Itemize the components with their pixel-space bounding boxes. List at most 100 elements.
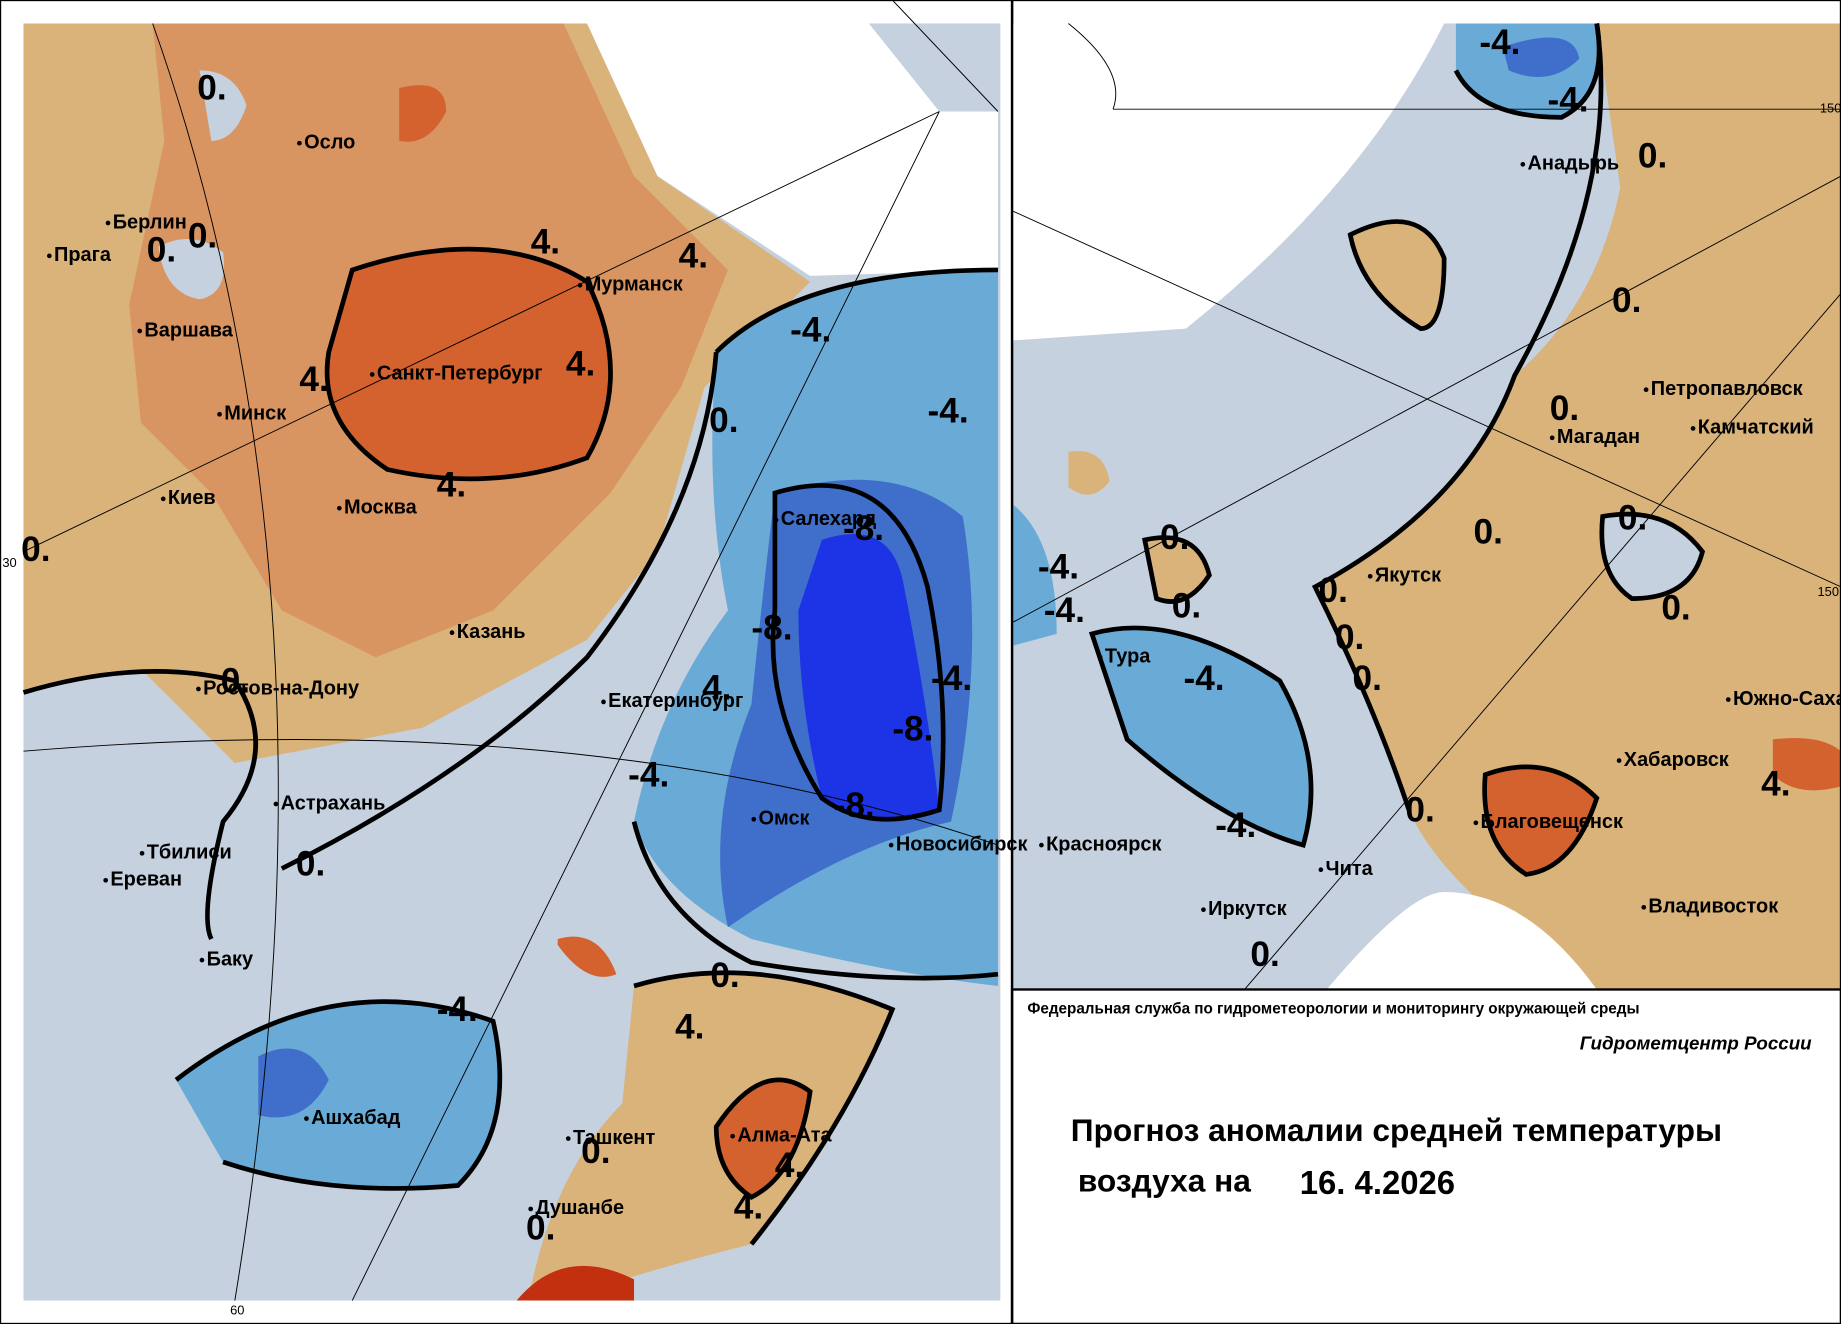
- city-dot: [297, 140, 302, 146]
- city-dot: [46, 253, 52, 259]
- grid-label: 150: [1818, 584, 1840, 599]
- city-dot: [336, 505, 342, 511]
- city-label: Екатеринбург: [608, 690, 743, 712]
- contour-label: 0.: [221, 661, 250, 700]
- city-dot: [1690, 426, 1696, 431]
- city-label: Киев: [168, 487, 216, 509]
- contour-label: -8.: [751, 609, 792, 648]
- city-label: Новосибирск: [896, 833, 1028, 855]
- contour-label: -4.: [931, 659, 972, 698]
- city-label: Магадан: [1557, 426, 1640, 448]
- agency: Федеральная служба по гидрометеорологии …: [1027, 1000, 1639, 1017]
- contour-label: 0.: [526, 1208, 555, 1247]
- city-dot: [1643, 387, 1649, 393]
- date: 16. 4.2026: [1300, 1164, 1455, 1201]
- contour-label: 0.: [1550, 389, 1579, 428]
- contour-label: 0.: [581, 1132, 610, 1171]
- city-dot: [139, 850, 145, 856]
- city-label: Душанбе: [535, 1197, 624, 1219]
- city-dot: [528, 1206, 534, 1212]
- city-dot: [160, 496, 166, 502]
- title-line-1: Прогноз аномалии средней температуры: [1071, 1112, 1722, 1148]
- city-dot: [369, 372, 375, 377]
- city-label: Санкт-Петербург: [377, 363, 543, 385]
- contour-label: 0.: [1335, 618, 1364, 657]
- city-dot: [1549, 435, 1555, 441]
- contour-label: 0.: [1160, 518, 1189, 557]
- city-label: Петропавловск: [1651, 378, 1803, 400]
- city-dot: [304, 1116, 309, 1121]
- center: Гидрометцентр России: [1580, 1033, 1812, 1054]
- city-label: Тура: [1105, 646, 1151, 668]
- contour-label: -8.: [834, 786, 875, 825]
- city-label: Осло: [304, 131, 355, 153]
- contour-label: 0.: [1661, 589, 1690, 628]
- right-panel: [1010, 0, 1841, 1324]
- city-dot: [199, 957, 205, 963]
- city-dot: [196, 686, 201, 692]
- city-dot: [273, 801, 279, 807]
- contour-label: 4.: [775, 1146, 804, 1185]
- contour-label: 0.: [1353, 659, 1382, 698]
- city-dot: [1520, 161, 1526, 167]
- contour-label: 4.: [734, 1187, 763, 1226]
- footer-box: [1010, 988, 1841, 1324]
- left-panel: [0, 0, 1014, 1324]
- contour-label: 4.: [702, 668, 731, 707]
- contour-label: 0.: [1612, 281, 1641, 320]
- city-label: Москва: [344, 497, 418, 519]
- contour-label: 4.: [1761, 765, 1790, 804]
- title-line-2: воздуха на: [1078, 1163, 1251, 1199]
- city-dot: [773, 517, 779, 523]
- city-label: Благовещенск: [1481, 811, 1623, 833]
- contour-label: 0.: [197, 69, 226, 108]
- contour-label: 0.: [21, 530, 50, 569]
- city-label: Минск: [224, 403, 286, 425]
- city-label: Ташкент: [573, 1127, 656, 1149]
- city-label: Берлин: [113, 211, 187, 233]
- city-dot: [137, 328, 143, 334]
- contour-label: -4.: [437, 990, 478, 1029]
- city-label: Хабаровск: [1624, 749, 1729, 771]
- contour-label: 0.: [1474, 512, 1503, 551]
- contour-label: 0.: [709, 401, 738, 440]
- contour-label: -4.: [1547, 80, 1588, 119]
- contour-label: 4.: [531, 222, 560, 261]
- city-label: Южно-Сахалинск: [1733, 688, 1841, 710]
- city-dot: [1039, 842, 1044, 848]
- city-dot: [1097, 654, 1103, 660]
- city-label: Мурманск: [585, 273, 683, 295]
- contour-label: 0.: [188, 217, 217, 256]
- city-dot: [601, 699, 606, 705]
- city-label: Ереван: [110, 869, 182, 891]
- city-label: Баку: [207, 948, 254, 970]
- city-label: Анадырь: [1528, 153, 1620, 175]
- contour-label: 0.: [1319, 571, 1348, 610]
- city-dot: [1318, 867, 1324, 873]
- city-dot: [730, 1133, 735, 1139]
- contour-label: 0.: [1638, 137, 1667, 176]
- city-dot: [1367, 573, 1373, 579]
- city-dot: [105, 220, 111, 226]
- city-label: Прага: [54, 244, 112, 266]
- contour-label: -4.: [1479, 23, 1520, 62]
- contour-label: -4.: [628, 755, 669, 794]
- contour-label: -8.: [843, 509, 884, 548]
- contour-label: 0.: [1618, 498, 1647, 537]
- city-label: Камчатский: [1698, 417, 1814, 439]
- contour-label: 4.: [675, 1008, 704, 1047]
- city-dot: [1641, 904, 1647, 910]
- grid-label: 150: [1820, 101, 1841, 116]
- city-dot: [103, 877, 109, 883]
- city-label: Красноярск: [1046, 833, 1161, 855]
- contour-label: 0.: [147, 231, 176, 270]
- city-dot: [1473, 820, 1479, 826]
- city-label: Казань: [457, 621, 526, 643]
- city-dot: [217, 411, 222, 417]
- contour-label: 0.: [710, 956, 739, 995]
- contour-label: 4.: [566, 345, 595, 384]
- contour-label: -4.: [1215, 806, 1256, 845]
- city-dot: [1616, 758, 1622, 763]
- city-label: Владивосток: [1648, 896, 1778, 918]
